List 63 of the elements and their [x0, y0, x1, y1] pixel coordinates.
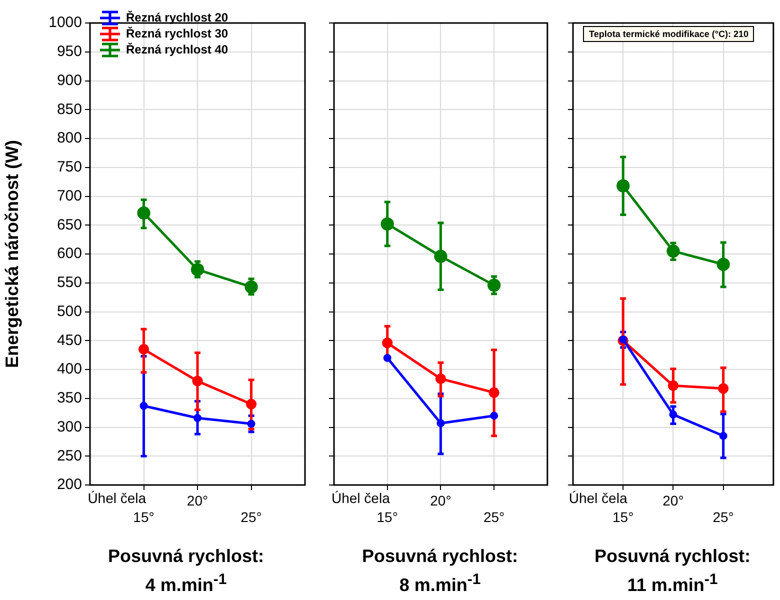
- text: Posuvná rychlost: 4 m.min$^{-1}$: [106, 545, 266, 597]
- point: [619, 335, 628, 344]
- x-axis-title: Úhel čela: [331, 490, 390, 506]
- point: [716, 258, 730, 271]
- y-tick-label: 1000: [48, 14, 82, 32]
- point: [190, 262, 204, 276]
- point: [668, 380, 678, 391]
- y-tick-label: 850: [56, 100, 82, 118]
- point: [138, 344, 150, 355]
- x-tick-label: 15°: [376, 509, 398, 526]
- text: Posuvná rychlost: 8 m.min$^{-1}$: [360, 545, 520, 597]
- x-tick-label: 25°: [240, 509, 262, 526]
- point: [487, 278, 501, 292]
- x-tick-label: 20°: [430, 492, 452, 508]
- point: [383, 354, 392, 362]
- point: [137, 206, 150, 220]
- point: [490, 412, 498, 420]
- point: [666, 244, 680, 258]
- point: [194, 414, 202, 422]
- point: [434, 250, 448, 263]
- y-tick-label: 500: [56, 302, 82, 320]
- y-tick-label: 700: [56, 187, 82, 204]
- x-axis-title: Úhel čela: [568, 490, 628, 506]
- point: [192, 376, 203, 386]
- point: [669, 410, 678, 419]
- point: [435, 373, 446, 384]
- annotation: Teplota termické modifikace (°C): 210: [583, 26, 754, 42]
- x-tick-label: 15°: [612, 509, 634, 526]
- y-tick-label: 350: [56, 390, 82, 407]
- x-tick-label: 20°: [186, 492, 208, 508]
- x-tick-label: 25°: [483, 509, 505, 526]
- point: [244, 280, 258, 294]
- legend-label: Řezná rychlost 30: [126, 26, 228, 40]
- x-tick-label: 15°: [133, 509, 154, 526]
- y-tick-label: 800: [56, 130, 82, 147]
- y-tick-label: 950: [56, 43, 82, 60]
- point: [718, 383, 729, 394]
- x-tick-label: 20°: [662, 492, 684, 508]
- legend-label: Řezná rychlost 20: [126, 10, 228, 24]
- point: [436, 419, 445, 428]
- text: Posuvná rychlost: 11 m.min$^{-1}$: [593, 545, 752, 597]
- point: [140, 402, 148, 410]
- point: [380, 217, 394, 231]
- point: [382, 338, 393, 348]
- point: [719, 432, 728, 440]
- point: [488, 387, 500, 398]
- y-tick-label: 600: [56, 245, 82, 262]
- legend-label: Řezná rychlost 40: [126, 42, 228, 56]
- y-tick-label: 550: [56, 274, 82, 292]
- y-tick-label: 200: [56, 476, 82, 494]
- y-axis-title: Energetická náročnost (W): [2, 140, 22, 368]
- point: [616, 179, 630, 192]
- y-tick-label: 750: [56, 158, 82, 176]
- point: [247, 420, 256, 428]
- x-axis-title: Úhel čela: [88, 490, 146, 506]
- y-tick-label: 900: [56, 72, 82, 89]
- y-tick-label: 650: [56, 216, 82, 234]
- y-tick-label: 450: [56, 332, 82, 349]
- y-tick-label: 250: [56, 447, 82, 464]
- y-tick-label: 400: [56, 360, 82, 378]
- point: [246, 398, 257, 410]
- y-tick-label: 300: [56, 418, 82, 436]
- x-tick-label: 25°: [712, 509, 734, 526]
